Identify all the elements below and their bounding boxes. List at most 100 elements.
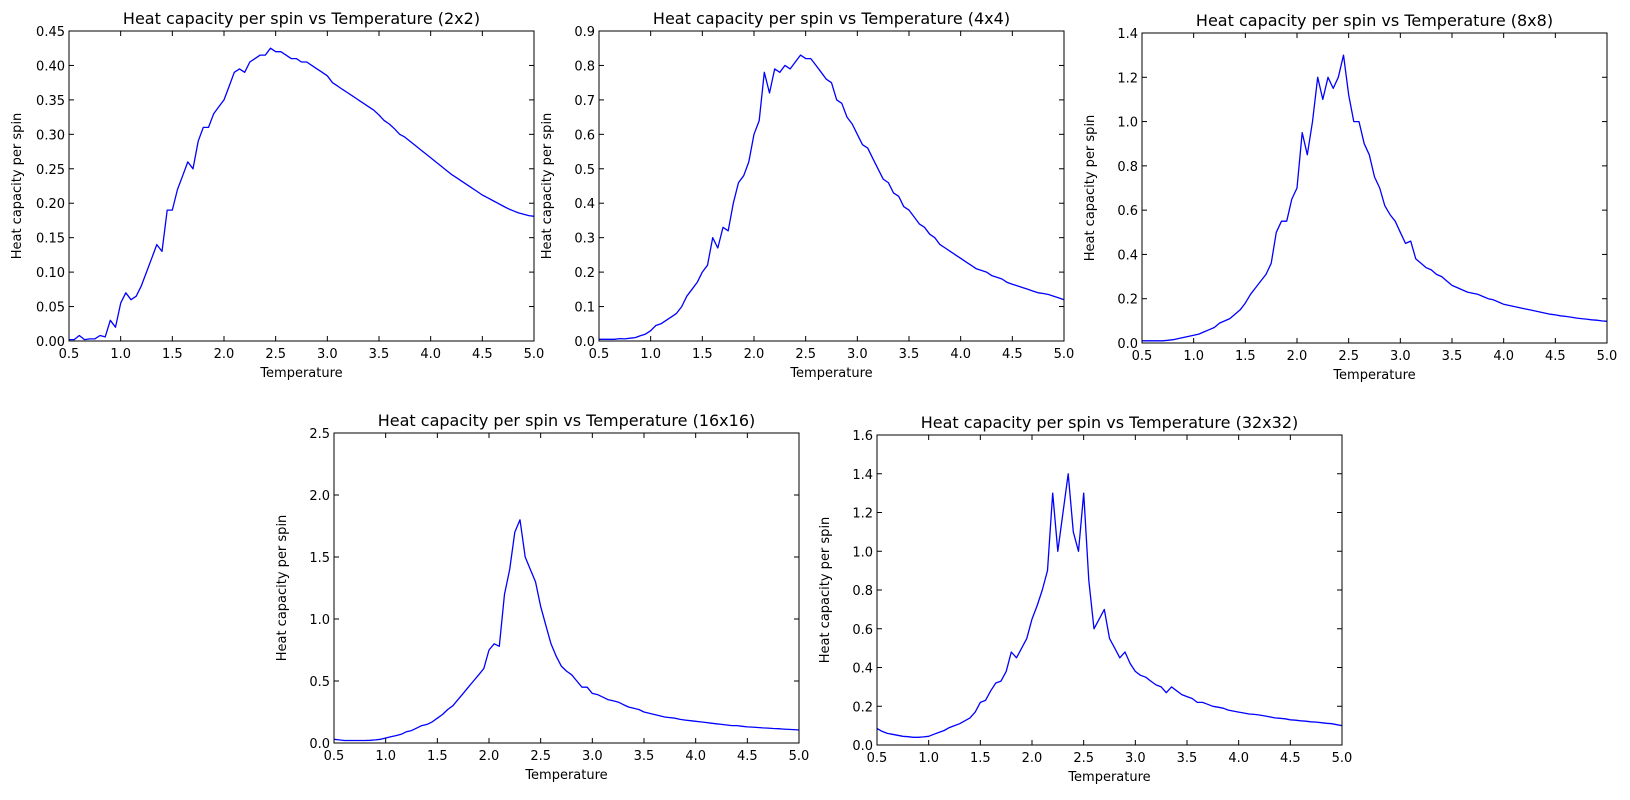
x-tick-label: 1.0 — [110, 347, 131, 362]
x-tick-label: 2.0 — [1022, 751, 1043, 766]
x-tick-label: 5.0 — [1597, 349, 1618, 364]
x-axis-label: Temperature — [1332, 368, 1415, 383]
x-tick-label: 2.0 — [479, 749, 500, 764]
y-tick-label: 1.0 — [1117, 116, 1138, 131]
y-tick-label: 0.7 — [574, 94, 595, 109]
x-tick-label: 3.0 — [317, 347, 338, 362]
y-tick-label: 0.15 — [36, 232, 65, 247]
plot-frame — [598, 30, 1065, 342]
x-tick-label: 2.5 — [1338, 349, 1359, 364]
y-tick-label: 1.4 — [1117, 27, 1138, 42]
data-series-line — [333, 519, 800, 742]
x-tick-label: 1.5 — [970, 751, 991, 766]
subplot-2: 0.5 1.0 1.5 2.0 2.5 3.0 3.5 4.0 4.5 5.0 0.0 0.2 0.4 0… — [1083, 11, 1617, 383]
x-tick-label: 4.5 — [1280, 751, 1301, 766]
x-tick-label: 1.0 — [375, 749, 396, 764]
x-tick-label: 4.0 — [420, 347, 441, 362]
y-tick-label: 0.4 — [574, 197, 595, 212]
y-tick-label: 0.4 — [1117, 248, 1138, 263]
chart-title: Heat capacity per spin vs Temperature (3… — [921, 413, 1299, 432]
x-tick-label: 1.5 — [427, 749, 448, 764]
y-tick-label: 0.2 — [574, 266, 595, 281]
chart-title: Heat capacity per spin vs Temperature (1… — [378, 411, 756, 430]
y-tick-label: 1.5 — [309, 551, 330, 566]
y-axis-label: Heat capacity per spin — [540, 113, 555, 260]
plot-frame — [876, 434, 1343, 746]
x-tick-label: 5.0 — [1332, 751, 1353, 766]
y-tick-label: 0.0 — [852, 739, 873, 754]
subplot-0: 0.5 1.0 1.5 2.0 2.5 3.0 3.5 4.0 4.5 5.0 0.00 0.05 0.… — [10, 9, 544, 381]
y-tick-label: 1.2 — [1117, 71, 1138, 86]
y-tick-label: 0.2 — [852, 700, 873, 715]
x-axis-label: Temperature — [524, 768, 607, 783]
x-tick-label: 2.5 — [530, 749, 551, 764]
x-tick-label: 1.5 — [692, 347, 713, 362]
y-tick-label: 0.5 — [309, 675, 330, 690]
x-tick-label: 4.5 — [1545, 349, 1566, 364]
x-tick-label: 4.5 — [1002, 347, 1023, 362]
subplot-3: 0.5 1.0 1.5 2.0 2.5 3.0 3.5 4.0 4.5 5.00.00.51.01… — [275, 411, 809, 783]
y-axis-label: Heat capacity per spin — [818, 517, 833, 664]
y-axis-label: Heat capacity per spin — [1083, 115, 1098, 262]
y-tick-label: 0.0 — [1117, 337, 1138, 352]
x-tick-label: 5.0 — [1054, 347, 1075, 362]
y-tick-label: 0.9 — [574, 25, 595, 40]
y-tick-label: 0.0 — [574, 335, 595, 350]
y-tick-label: 0.00 — [36, 335, 65, 350]
y-tick-label: 0.30 — [36, 128, 65, 143]
x-tick-label: 0.5 — [1132, 349, 1153, 364]
y-axis-label: Heat capacity per spin — [275, 515, 290, 662]
y-tick-label: 0.20 — [36, 197, 65, 212]
y-tick-label: 0.35 — [36, 94, 65, 109]
x-tick-label: 0.5 — [59, 347, 80, 362]
plot-frame — [68, 30, 535, 342]
y-tick-label: 0.45 — [36, 25, 65, 40]
y-tick-label: 0.2 — [1117, 293, 1138, 308]
y-axis-label: Heat capacity per spin — [10, 113, 25, 260]
x-tick-label: 5.0 — [789, 749, 810, 764]
plot-frame — [333, 432, 800, 744]
x-tick-label: 4.0 — [950, 347, 971, 362]
x-tick-label: 1.5 — [1235, 349, 1256, 364]
x-axis-label: Temperature — [259, 366, 342, 381]
x-tick-label: 3.0 — [847, 347, 868, 362]
x-axis-label: Temperature — [789, 366, 872, 381]
x-tick-label: 0.5 — [589, 347, 610, 362]
y-tick-label: 0.6 — [852, 623, 873, 638]
x-tick-label: 3.5 — [1177, 751, 1198, 766]
y-tick-label: 0.8 — [574, 59, 595, 74]
x-tick-label: 4.5 — [472, 347, 493, 362]
y-tick-label: 0.40 — [36, 59, 65, 74]
x-tick-label: 1.0 — [640, 347, 661, 362]
y-tick-label: 0.10 — [36, 266, 65, 281]
x-tick-label: 2.5 — [1073, 751, 1094, 766]
x-tick-label: 3.0 — [1125, 751, 1146, 766]
subplot-4: 0.5 1.0 1.5 2.0 2.5 3.0 3.5 4.0 4.5 5.0 0.0 0.2 0.4 0… — [818, 413, 1352, 785]
y-tick-label: 1.0 — [309, 613, 330, 628]
y-tick-label: 0.8 — [852, 584, 873, 599]
x-tick-label: 4.0 — [1228, 751, 1249, 766]
y-tick-label: 2.0 — [309, 489, 330, 504]
data-series-line — [69, 47, 535, 341]
chart-title: Heat capacity per spin vs Temperature (8… — [1196, 11, 1553, 30]
x-tick-label: 3.5 — [369, 347, 390, 362]
subplot-1: 0.5 1.0 1.5 2.0 2.5 3.0 3.5 4.0 4.5 5.0 0.0 0.1 0.2 0… — [540, 9, 1074, 381]
plot-frame — [1141, 32, 1608, 344]
x-tick-label: 3.5 — [1442, 349, 1463, 364]
x-tick-label: 4.0 — [1493, 349, 1514, 364]
x-tick-label: 0.5 — [324, 749, 345, 764]
x-tick-label: 2.5 — [795, 347, 816, 362]
data-series-line — [599, 54, 1065, 340]
x-tick-label: 2.0 — [744, 347, 765, 362]
y-tick-label: 2.5 — [309, 427, 330, 442]
x-tick-label: 1.5 — [162, 347, 183, 362]
y-tick-label: 0.3 — [574, 232, 595, 247]
x-tick-label: 1.0 — [918, 751, 939, 766]
y-tick-label: 0.25 — [36, 163, 65, 178]
y-tick-label: 0.6 — [574, 128, 595, 143]
x-tick-label: 2.5 — [265, 347, 286, 362]
y-tick-label: 1.2 — [852, 507, 873, 522]
x-tick-label: 3.5 — [899, 347, 920, 362]
y-tick-label: 0.1 — [574, 301, 595, 316]
